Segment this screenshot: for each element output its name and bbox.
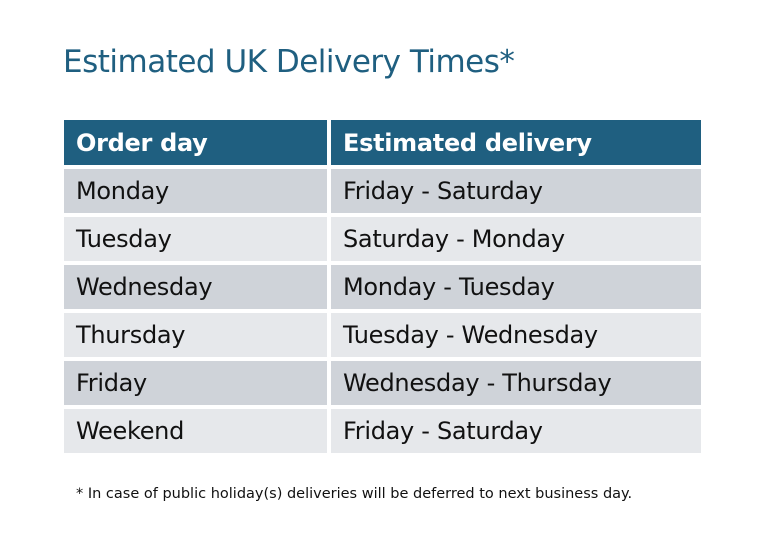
table-cell-delivery: Friday - Saturday bbox=[331, 409, 701, 453]
table-cell-delivery: Friday - Saturday bbox=[331, 169, 701, 213]
table-cell-order-day: Wednesday bbox=[64, 265, 327, 309]
table-cell-order-day: Tuesday bbox=[64, 217, 327, 261]
column-header-estimated-delivery: Estimated delivery bbox=[331, 120, 701, 165]
table-cell-order-day: Friday bbox=[64, 361, 327, 405]
delivery-table: Order day Estimated delivery Monday Frid… bbox=[64, 120, 701, 453]
column-header-order-day: Order day bbox=[64, 120, 327, 165]
table-cell-order-day: Monday bbox=[64, 169, 327, 213]
table-cell-order-day: Weekend bbox=[64, 409, 327, 453]
table-cell-delivery: Saturday - Monday bbox=[331, 217, 701, 261]
page-title: Estimated UK Delivery Times* bbox=[63, 44, 515, 80]
table-cell-delivery: Wednesday - Thursday bbox=[331, 361, 701, 405]
table-cell-delivery: Tuesday - Wednesday bbox=[331, 313, 701, 357]
table-cell-delivery: Monday - Tuesday bbox=[331, 265, 701, 309]
footnote: * In case of public holiday(s) deliverie… bbox=[76, 486, 633, 502]
table-cell-order-day: Thursday bbox=[64, 313, 327, 357]
